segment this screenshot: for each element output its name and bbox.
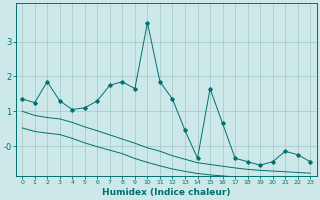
X-axis label: Humidex (Indice chaleur): Humidex (Indice chaleur)	[102, 188, 230, 197]
